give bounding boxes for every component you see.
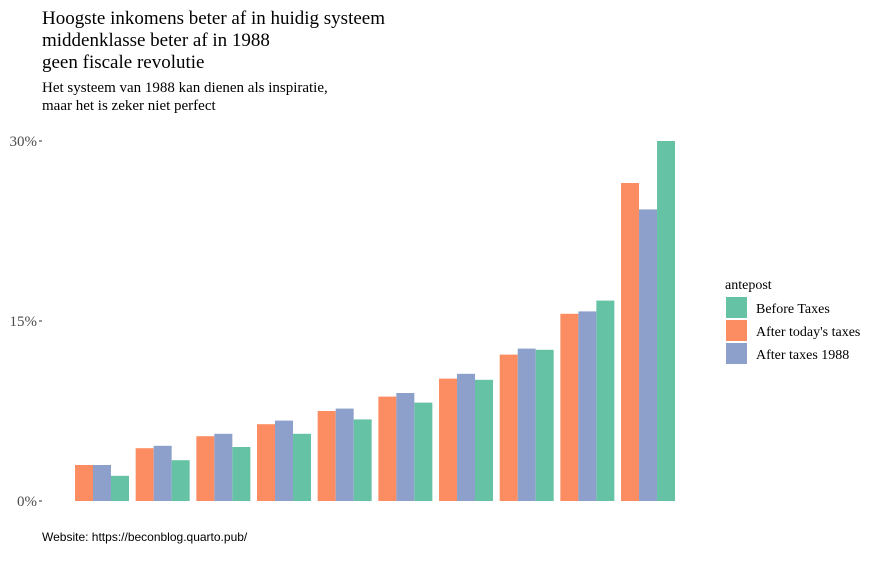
bar-before-taxes-9	[596, 300, 615, 501]
legend-label: After taxes 1988	[756, 348, 849, 363]
bar-after-today-s-taxes-3	[196, 436, 215, 501]
chart-subtitle-line: maar het is zeker niet perfect	[42, 98, 216, 114]
bar-after-today-s-taxes-4	[257, 424, 276, 501]
chart-subtitle: Het systeem van 1988 kan dienen als insp…	[42, 80, 328, 114]
bar-after-taxes-1988-1	[93, 465, 111, 501]
bar-before-taxes-7	[475, 379, 494, 501]
bar-before-taxes-1	[111, 475, 129, 501]
bar-after-taxes-1988-5	[335, 408, 354, 501]
bar-after-today-s-taxes-1	[75, 465, 93, 501]
bars	[75, 141, 676, 501]
bar-before-taxes-6	[414, 402, 433, 501]
bar-after-today-s-taxes-5	[317, 411, 336, 501]
bar-after-taxes-1988-8	[517, 348, 536, 501]
bar-after-taxes-1988-4	[275, 420, 294, 501]
bar-before-taxes-4	[293, 433, 312, 501]
bar-after-taxes-1988-10	[639, 209, 658, 501]
bar-before-taxes-2	[171, 460, 190, 501]
bar-after-taxes-1988-7	[457, 373, 476, 501]
y-axis: 0% 15% 30%	[10, 134, 42, 510]
bar-before-taxes-5	[353, 419, 372, 501]
chart-title: Hoogste inkomens beter af in huidig syst…	[42, 8, 385, 73]
bar-after-today-s-taxes-10	[621, 183, 640, 501]
legend: antepost Before Taxes After today's taxes…	[725, 278, 860, 364]
bar-before-taxes-10	[657, 141, 676, 501]
legend-swatch	[726, 343, 747, 364]
chart-title-line: geen fiscale revolutie	[42, 52, 204, 73]
chart-title-line: Hoogste inkomens beter af in huidig syst…	[42, 8, 385, 29]
y-tick-label: 15%	[10, 314, 38, 330]
legend-swatch	[726, 297, 747, 318]
bar-before-taxes-8	[535, 349, 554, 501]
bar-after-taxes-1988-3	[214, 433, 233, 501]
bar-after-today-s-taxes-6	[378, 396, 397, 501]
bar-after-taxes-1988-2	[153, 445, 172, 501]
bar-after-today-s-taxes-2	[135, 448, 154, 501]
bar-after-today-s-taxes-8	[499, 354, 518, 501]
legend-swatch	[726, 320, 747, 341]
chart-caption: Website: https://beconblog.quarto.pub/	[42, 530, 248, 544]
bar-after-taxes-1988-6	[396, 393, 415, 501]
bar-before-taxes-3	[232, 447, 251, 501]
chart-title-line: middenklasse beter af in 1988	[42, 30, 270, 51]
legend-label: After today's taxes	[756, 325, 860, 340]
y-tick-label: 0%	[17, 494, 37, 510]
legend-title: antepost	[725, 278, 772, 293]
bar-after-taxes-1988-9	[578, 311, 597, 501]
legend-label: Before Taxes	[756, 302, 830, 317]
bar-after-today-s-taxes-9	[560, 313, 579, 501]
chart-subtitle-line: Het systeem van 1988 kan dienen als insp…	[42, 80, 328, 96]
bar-after-today-s-taxes-7	[439, 378, 458, 501]
y-tick-label: 30%	[10, 134, 38, 150]
